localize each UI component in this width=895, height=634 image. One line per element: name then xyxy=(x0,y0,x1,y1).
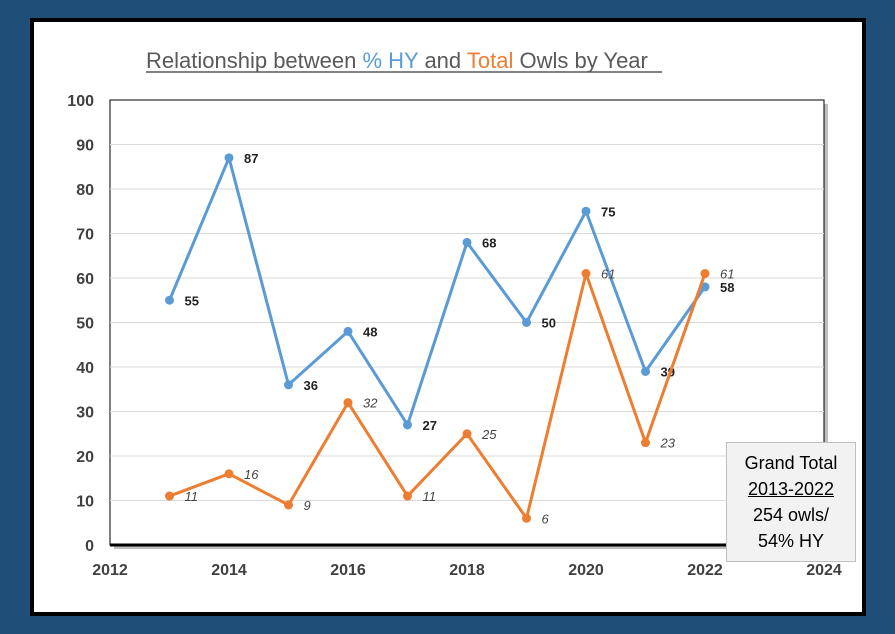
data-label: 23 xyxy=(660,436,676,451)
data-point xyxy=(284,500,293,510)
data-label: 16 xyxy=(244,467,259,482)
data-label: 61 xyxy=(720,267,734,282)
chart-card: Relationship between % HY and Total Owls… xyxy=(34,22,862,612)
series-line xyxy=(168,272,707,520)
x-tick-label: 2020 xyxy=(568,562,604,579)
data-point xyxy=(284,380,293,390)
data-point xyxy=(403,491,412,501)
data-point xyxy=(641,366,650,376)
title-part-1: Relationship between xyxy=(146,48,362,73)
data-point xyxy=(700,269,710,279)
y-tick-label: 40 xyxy=(76,360,94,377)
grand-total-owls: 254 owls/ xyxy=(752,505,830,525)
data-label: 75 xyxy=(601,204,615,219)
data-label: 87 xyxy=(244,151,258,166)
data-point xyxy=(641,438,650,448)
data-label: 50 xyxy=(542,316,556,331)
data-point xyxy=(224,153,234,163)
data-label: 36 xyxy=(304,378,318,393)
title-part-5: Owls by Year xyxy=(519,48,647,73)
data-label: 11 xyxy=(185,489,199,504)
data-label: 55 xyxy=(185,293,199,308)
y-tick-label: 10 xyxy=(76,494,94,511)
y-tick-label: 80 xyxy=(76,182,94,199)
data-point xyxy=(522,513,531,523)
title-part-3: and xyxy=(418,48,467,73)
y-tick-label: 70 xyxy=(76,227,94,244)
data-label: 11 xyxy=(423,489,437,504)
y-tick-label: 60 xyxy=(76,271,94,288)
x-tick-label: 2012 xyxy=(92,562,128,579)
data-point xyxy=(462,237,472,247)
y-tick-label: 50 xyxy=(76,316,94,333)
chart-title: Relationship between % HY and Total Owls… xyxy=(146,48,648,73)
data-label: 27 xyxy=(423,418,437,433)
x-tick-label: 2014 xyxy=(211,562,247,579)
data-point xyxy=(462,429,472,439)
line-chart: Relationship between % HY and Total Owls… xyxy=(67,48,842,579)
data-label: 48 xyxy=(363,324,377,339)
x-tick-label: 2024 xyxy=(806,562,842,579)
y-tick-label: 20 xyxy=(76,449,94,466)
data-point xyxy=(522,318,531,327)
grand-total-range: 2013-2022 xyxy=(747,479,835,499)
series-line xyxy=(168,156,707,427)
y-tick-label: 0 xyxy=(85,538,94,555)
title-part-hy: % HY xyxy=(362,48,419,73)
data-label: 58 xyxy=(720,280,734,295)
x-tick-label: 2022 xyxy=(687,562,723,579)
data-label: 25 xyxy=(481,427,497,442)
data-point xyxy=(224,469,234,479)
data-point xyxy=(700,282,710,292)
y-tick-label: 100 xyxy=(67,93,94,110)
grand-total-label: Grand Total xyxy=(744,453,838,473)
grand-total-hy: 54% HY xyxy=(757,531,825,551)
data-point xyxy=(581,206,591,216)
data-point xyxy=(343,326,353,336)
y-tick-label: 90 xyxy=(76,138,94,155)
data-label: 61 xyxy=(601,267,615,282)
grand-total-box: Grand Total 2013-2022 254 owls/ 54% HY xyxy=(726,442,856,562)
data-label: 32 xyxy=(363,396,378,411)
title-part-total: Total xyxy=(467,48,520,73)
x-tick-label: 2016 xyxy=(330,562,366,579)
data-point xyxy=(581,269,591,279)
data-point xyxy=(343,398,353,408)
data-point xyxy=(165,491,174,501)
x-tick-label: 2018 xyxy=(449,562,485,579)
y-tick-label: 30 xyxy=(76,405,94,422)
data-label: 6 xyxy=(542,511,550,526)
data-label: 9 xyxy=(304,498,311,513)
plot-area: 0 10 20 30 40 50 60 70 80 90 100 2012 2014 2016 2018 20… xyxy=(67,93,842,579)
data-label: 68 xyxy=(482,235,496,250)
data-point xyxy=(403,420,412,430)
data-point xyxy=(165,295,174,305)
